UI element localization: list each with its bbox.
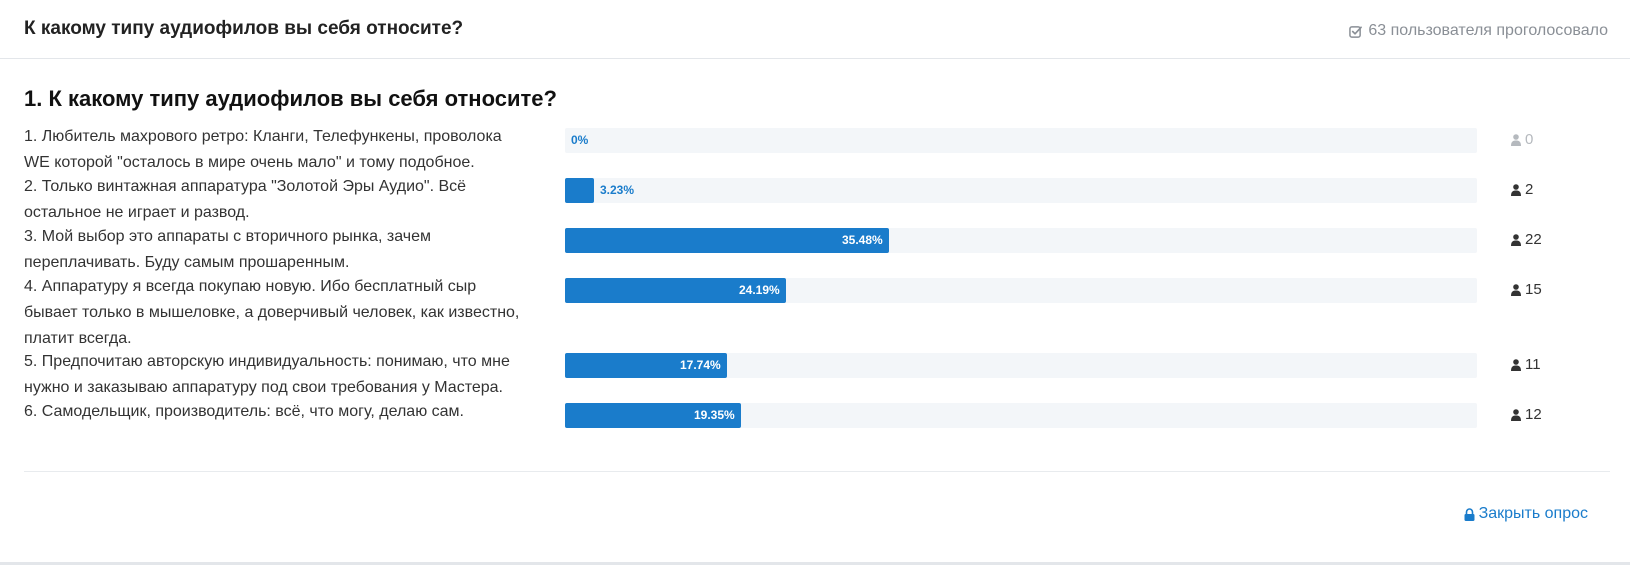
- result-percent-label: 17.74%: [680, 358, 721, 372]
- lock-icon: [1464, 507, 1475, 521]
- result-percent-label: 35.48%: [842, 233, 883, 247]
- panel-bottom-border: [0, 562, 1630, 565]
- user-icon: [1511, 358, 1521, 371]
- result-bar-track: 0%: [565, 128, 1477, 153]
- result-percent-label: 19.35%: [694, 408, 735, 422]
- result-percent-label: 0%: [571, 133, 589, 147]
- vote-count-value: 2: [1525, 181, 1534, 198]
- choice-text: 2. Только винтажная аппаратура "Золотой …: [24, 178, 467, 221]
- choice-text: 4. Аппаратуру я всегда покупаю новую. Иб…: [24, 278, 520, 347]
- choice-text: 6. Самодельщик, производитель: всё, что …: [24, 403, 464, 420]
- result-bar-track: 35.48%: [565, 228, 1477, 253]
- result-bar-fill: [565, 403, 741, 428]
- user-icon: [1511, 233, 1521, 246]
- vote-count: 15: [1511, 281, 1542, 298]
- vote-count: 12: [1511, 406, 1542, 423]
- result-bar-track: 3.23%: [565, 178, 1477, 203]
- choice-text: 5. Предпочитаю авторскую индивидуальност…: [24, 353, 510, 396]
- choice-text: 1. Любитель махрового ретро: Кланги, Тел…: [24, 128, 502, 171]
- vote-count: 0: [1511, 131, 1533, 148]
- result-bar-fill: [565, 278, 786, 303]
- user-icon: [1511, 133, 1521, 146]
- close-poll-label[interactable]: Закрыть опрос: [1478, 505, 1588, 522]
- vote-count-value: 11: [1525, 356, 1541, 373]
- choice-text: 3. Мой выбор это аппараты с вторичного р…: [24, 228, 431, 271]
- votes-count-label: 63 пользователя проголосовало: [1368, 22, 1608, 39]
- vote-count-value: 22: [1525, 231, 1542, 248]
- votes-summary: 63 пользователя проголосовало: [1349, 22, 1608, 40]
- poll-title: К какому типу аудиофилов вы себя относит…: [24, 18, 464, 39]
- question-title: 1. К какому типу аудиофилов вы себя отно…: [24, 86, 557, 111]
- result-bar-fill: [565, 228, 889, 253]
- vote-count-value: 12: [1525, 406, 1542, 423]
- poll-header: К какому типу аудиофилов вы себя относит…: [0, 0, 1630, 59]
- user-icon: [1511, 408, 1521, 421]
- user-icon: [1511, 183, 1521, 196]
- result-percent-label: 3.23%: [600, 183, 635, 197]
- result-percent-label: 24.19%: [739, 283, 780, 297]
- check-square-icon: [1349, 25, 1363, 38]
- footer-divider: [24, 471, 1610, 472]
- result-bar-track: 24.19%: [565, 278, 1477, 303]
- vote-count: 2: [1511, 181, 1533, 198]
- vote-count: 22: [1511, 231, 1542, 248]
- vote-count-value: 0: [1525, 131, 1534, 148]
- vote-count: 11: [1511, 356, 1541, 373]
- result-bar-fill: [565, 353, 727, 378]
- result-bar-track: 17.74%: [565, 353, 1477, 378]
- user-icon: [1511, 283, 1521, 296]
- vote-count-value: 15: [1525, 281, 1542, 298]
- result-bar-track: 19.35%: [565, 403, 1477, 428]
- result-bar-fill: [565, 178, 594, 203]
- close-poll-link[interactable]: Закрыть опрос: [1464, 505, 1588, 523]
